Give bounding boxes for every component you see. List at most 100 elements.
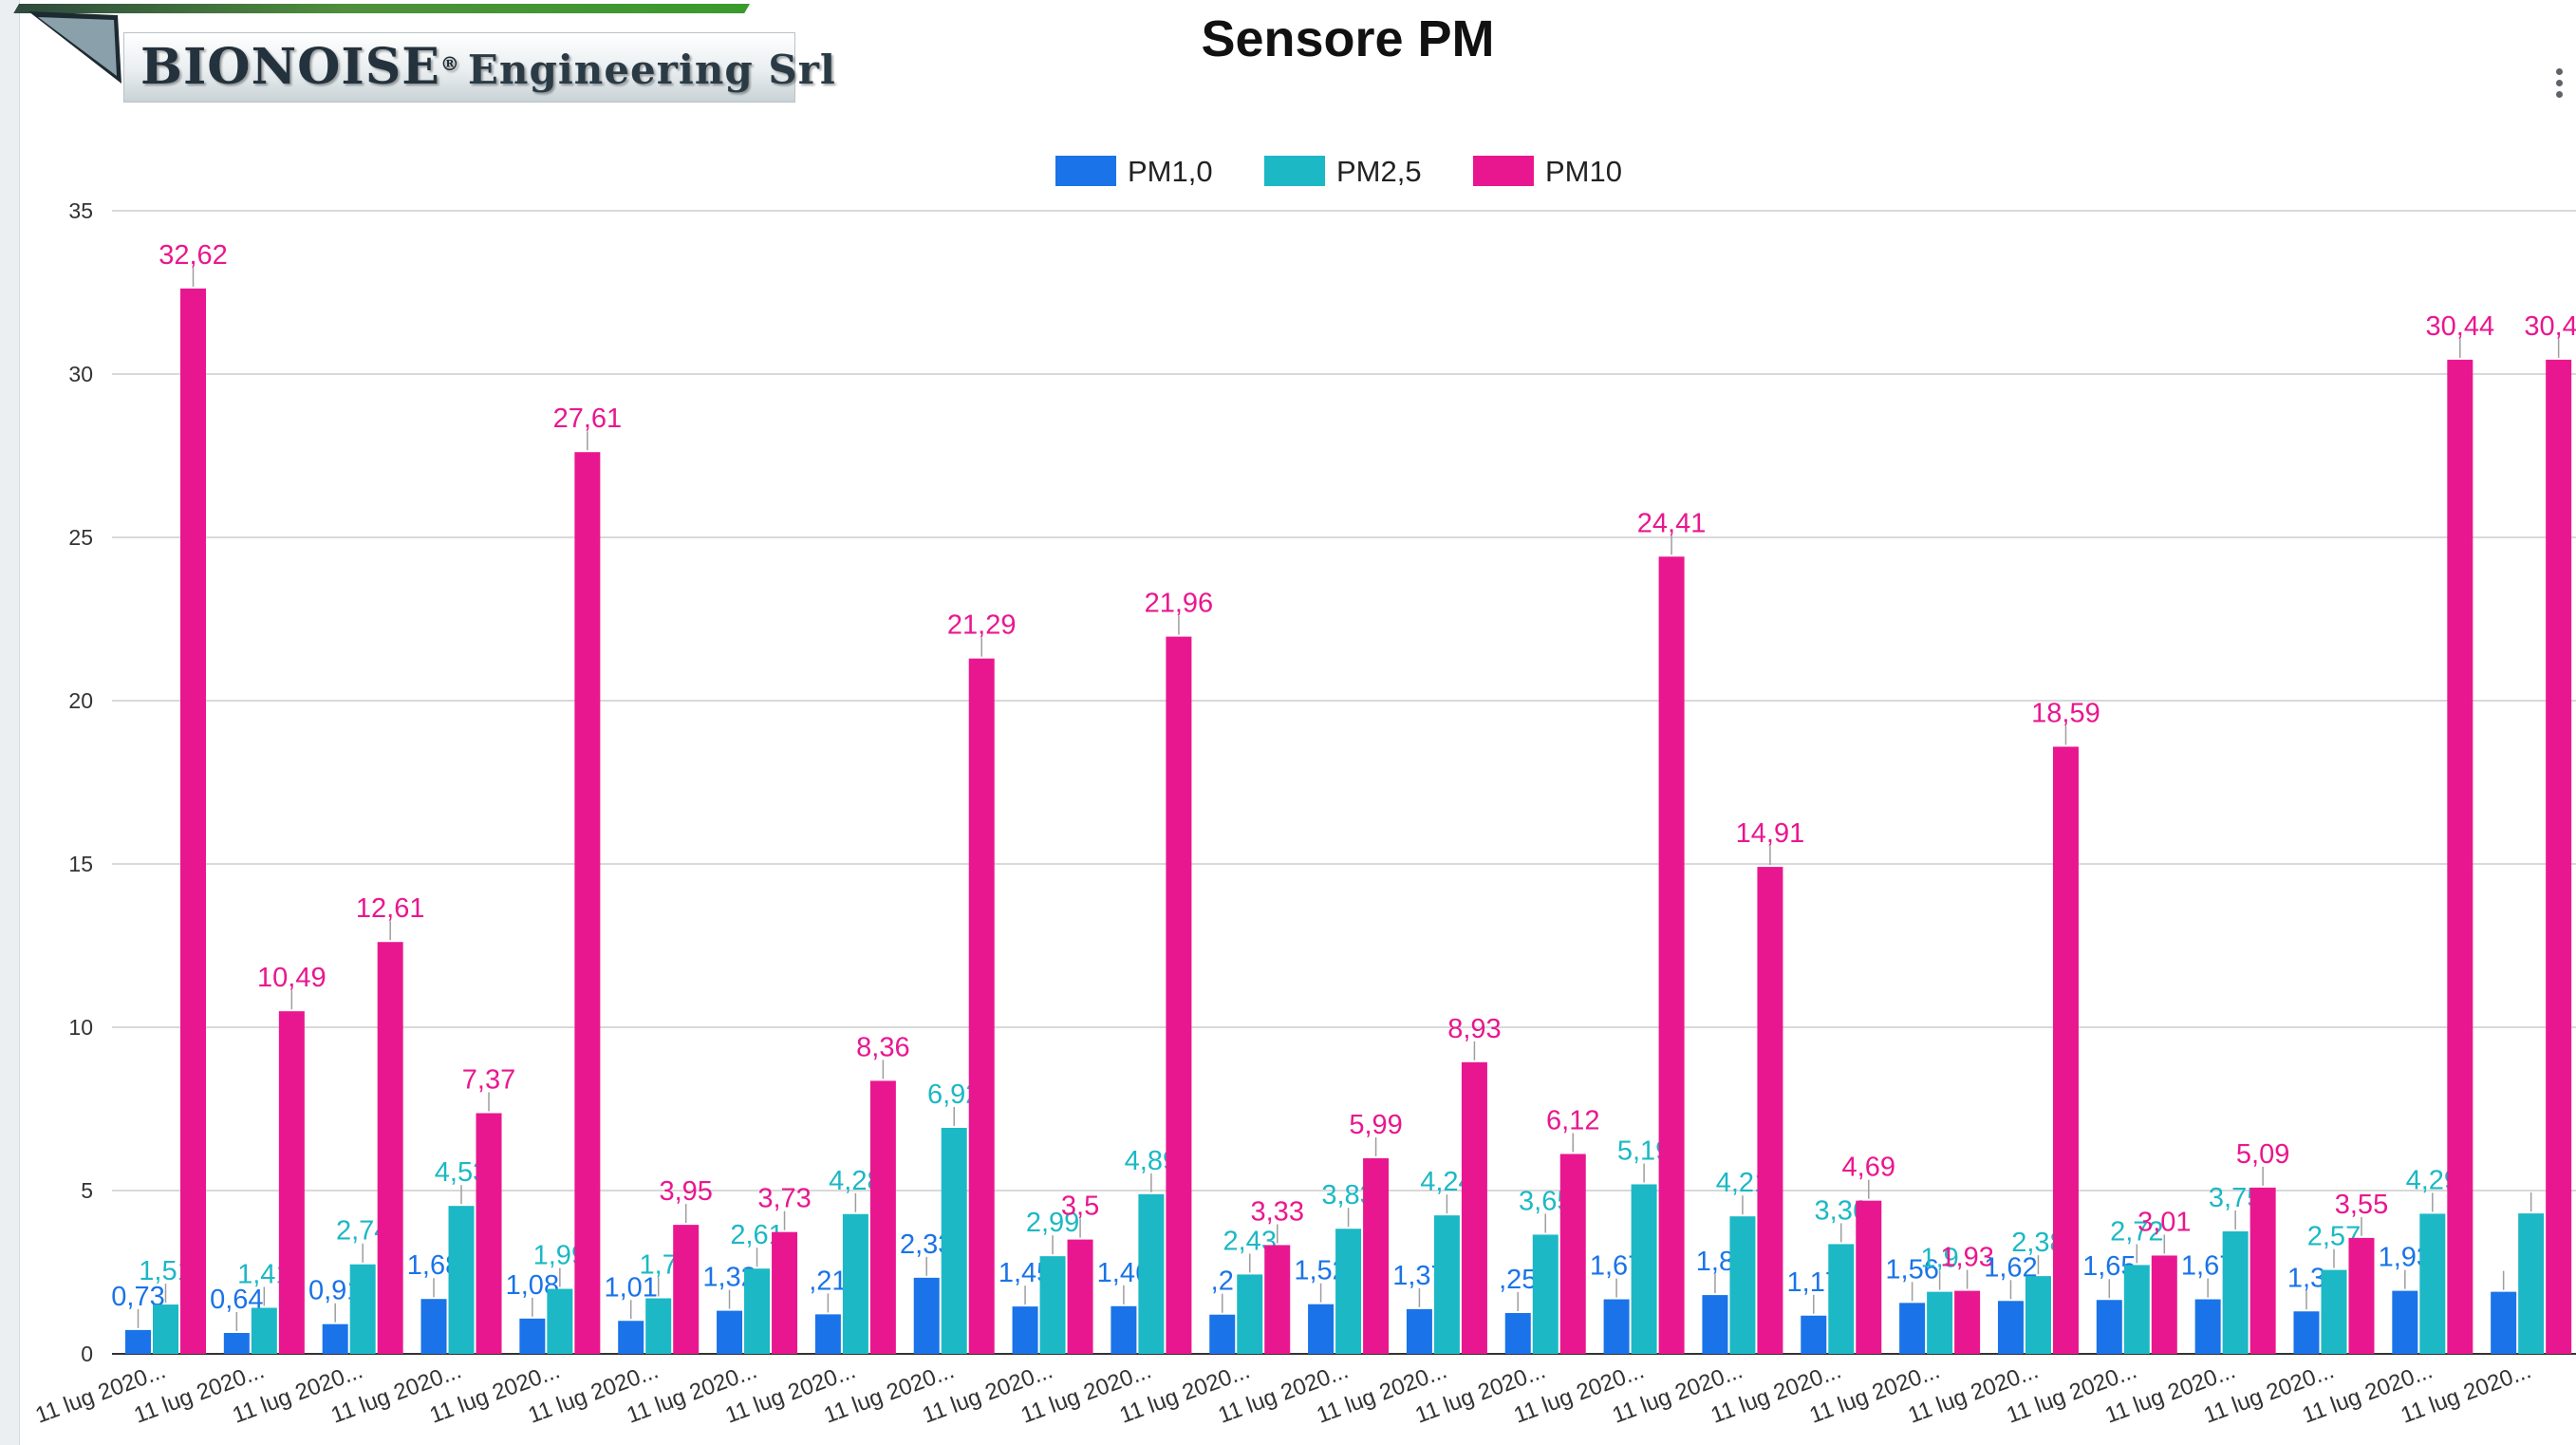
bar-pm10 [180,288,206,1354]
bar-pm10 [278,1011,305,1354]
bar-pm10 [476,1113,502,1354]
bar-pm25 [1433,1215,1460,1354]
chart-title: Sensore PM [1201,10,1495,67]
data-label: 6,12 [1546,1105,1599,1135]
data-label: 12,61 [356,893,425,924]
bar-pm25 [153,1304,178,1354]
y-tick-label: 30 [68,362,93,386]
legend-swatch [1473,156,1534,186]
bar-pm10 [869,1080,896,1354]
data-label: ,25 [1499,1265,1537,1295]
bar-pm10 [1559,1154,1586,1354]
bar-pm10 [322,1323,348,1354]
data-label: 3,01 [2137,1207,2191,1237]
data-label: 3,5 [1061,1192,1099,1222]
data-label: 14,91 [1736,818,1805,849]
data-label: 4,69 [1842,1153,1895,1183]
data-label: 30,44 [2524,311,2576,342]
data-label: 21,96 [1145,589,1214,619]
bar-pm10 [1899,1303,1926,1354]
data-label: 8,93 [1447,1014,1501,1044]
data-label: 5,09 [2236,1139,2289,1170]
data-label: 8,36 [856,1032,909,1062]
bar-pm10 [2293,1311,2320,1354]
bar-pm10 [2151,1255,2177,1354]
data-label: 7,37 [462,1064,515,1095]
bar-pm25 [2222,1231,2249,1354]
bar-pm10 [1308,1304,1335,1354]
data-label: 32,62 [159,240,228,271]
bar-pm25 [645,1298,672,1354]
data-label: 18,59 [2031,699,2100,729]
data-label: ,2 [1211,1267,1234,1297]
bar-pm10 [1264,1245,1291,1354]
logo-subtitle: Engineering Srl [467,47,836,93]
data-label: 24,41 [1637,508,1707,538]
bar-pm10 [968,658,995,1354]
bar-pm25 [1631,1184,1657,1354]
bar-pm10 [223,1332,250,1354]
bar-pm25 [547,1288,573,1354]
left-border [0,0,20,1445]
bar-pm10 [673,1225,700,1354]
bar-pm10 [2348,1237,2375,1354]
data-label: 1,93 [1940,1243,1993,1273]
bar-pm10 [1406,1308,1432,1354]
bar-pm10 [1954,1290,1981,1354]
bar-pm25 [2025,1276,2051,1354]
bar-pm25 [1729,1216,1756,1354]
bar-pm10 [2052,746,2079,1354]
bar-pm10 [2491,1291,2517,1354]
bar-pm10 [1997,1301,2024,1354]
data-label: 1,56 [1885,1254,1938,1285]
bar-pm10 [1702,1295,1728,1354]
bar-pm10 [2096,1300,2122,1354]
bar-pm25 [1828,1244,1855,1354]
bar-pm10 [1166,636,1192,1354]
bar-pm10 [420,1299,447,1354]
data-label: 2,72 [2110,1216,2163,1247]
bar-pm10 [2392,1290,2418,1354]
data-label: 27,61 [553,403,623,434]
bar-pm10 [1856,1200,1882,1354]
bar-pm10 [618,1321,644,1354]
data-label: 3,33 [1251,1196,1304,1227]
bar-pm10 [1658,556,1685,1354]
logo-brand: BIONOISE [140,38,440,96]
logo-text: BIONOISE® Engineering Srl [140,36,836,99]
bar-pm10 [125,1329,151,1354]
bar-pm25 [1039,1256,1066,1354]
logo-swoosh-icon [28,11,121,84]
more-options-icon[interactable] [2553,68,2565,106]
legend-swatch [1264,156,1325,186]
company-logo: BIONOISE® Engineering Srl [13,0,835,109]
bar-pm25 [1237,1274,1263,1354]
bar-pm10 [2194,1299,2221,1354]
data-label: 5,99 [1349,1110,1402,1140]
data-label: 3,95 [659,1176,712,1207]
data-label: 1,3 [2287,1263,2325,1293]
data-label: 3,55 [2335,1190,2388,1220]
legend-label: PM1,0 [1128,155,1213,188]
bar-pm10 [814,1314,841,1354]
bar-pm25 [1927,1291,1953,1354]
data-label: 1,9 [1920,1244,1958,1274]
bar-pm25 [1532,1234,1559,1354]
data-label: 2,99 [1026,1208,1079,1238]
bar-pm25 [2419,1213,2446,1354]
bar-pm25 [349,1264,376,1354]
bar-pm25 [1335,1229,1362,1354]
bar-pm10 [772,1231,798,1354]
bar-pm25 [2123,1265,2150,1354]
data-label: 10,49 [257,963,327,993]
y-tick-label: 10 [68,1015,93,1040]
bar-pm25 [2518,1213,2545,1354]
y-tick-label: 15 [68,852,93,876]
bar-pm25 [744,1268,771,1354]
y-tick-label: 20 [68,688,93,713]
data-label: 30,44 [2426,311,2495,342]
bar-pm10 [1363,1157,1390,1354]
data-label: 1,8 [1696,1247,1734,1277]
bar-pm10 [1012,1306,1038,1354]
